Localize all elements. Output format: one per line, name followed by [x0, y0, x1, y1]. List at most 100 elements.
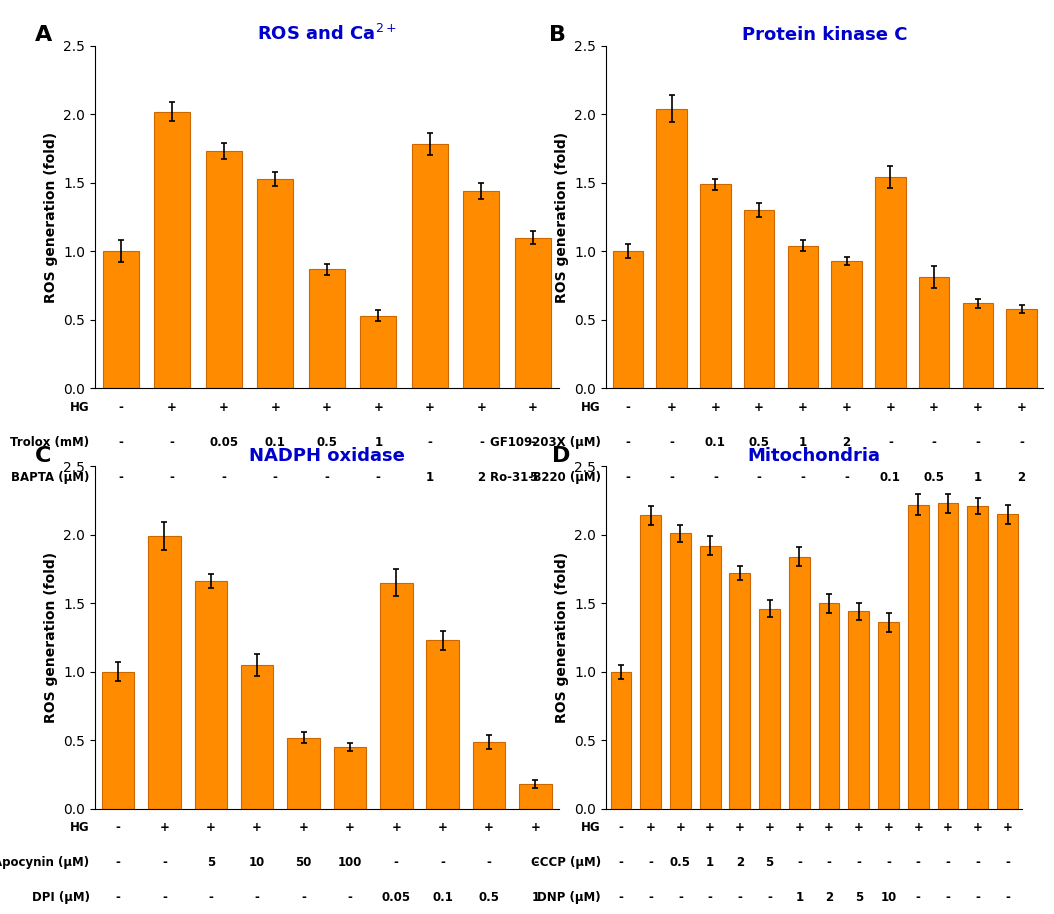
Text: -: - — [1006, 891, 1010, 904]
Bar — [102, 251, 139, 388]
Text: 2: 2 — [736, 856, 744, 869]
Text: +: + — [270, 401, 280, 414]
Text: 2: 2 — [477, 471, 486, 484]
Bar — [520, 784, 551, 809]
Text: +: + — [530, 822, 541, 834]
Text: -: - — [170, 471, 175, 484]
Text: -: - — [619, 822, 623, 834]
Text: -: - — [757, 471, 762, 484]
Text: -: - — [678, 891, 683, 904]
Text: +: + — [646, 822, 656, 834]
Text: HG: HG — [581, 401, 601, 414]
Text: -: - — [118, 471, 123, 484]
Bar — [938, 503, 958, 809]
Text: -: - — [887, 436, 893, 449]
Bar — [744, 210, 775, 388]
Text: -: - — [707, 891, 713, 904]
Bar — [309, 269, 345, 388]
Bar — [759, 609, 780, 809]
Y-axis label: ROS generation (fold): ROS generation (fold) — [554, 132, 569, 303]
Text: -: - — [116, 856, 120, 869]
Text: -: - — [209, 891, 213, 904]
Text: -: - — [932, 436, 937, 449]
Text: -: - — [273, 471, 277, 484]
Text: -: - — [857, 856, 861, 869]
Text: 0.5: 0.5 — [923, 471, 944, 484]
Text: 10: 10 — [880, 891, 897, 904]
Text: 100: 100 — [337, 856, 363, 869]
Bar — [832, 261, 862, 388]
Bar — [1007, 309, 1037, 388]
Text: Trolox (mM): Trolox (mM) — [11, 436, 90, 449]
Title: Protein kinase C: Protein kinase C — [742, 27, 907, 44]
Text: +: + — [943, 822, 953, 834]
Text: -: - — [116, 891, 120, 904]
Bar — [968, 506, 989, 809]
Text: -: - — [376, 471, 380, 484]
Y-axis label: ROS generation (fold): ROS generation (fold) — [43, 132, 58, 303]
Text: -: - — [487, 856, 491, 869]
Text: +: + — [206, 822, 216, 834]
Bar — [640, 515, 661, 809]
Text: -: - — [916, 891, 921, 904]
Text: -: - — [221, 471, 227, 484]
Bar — [657, 109, 687, 388]
Text: 1: 1 — [426, 471, 434, 484]
Text: +: + — [764, 822, 775, 834]
Text: -: - — [162, 856, 167, 869]
Text: +: + — [1017, 401, 1027, 414]
Bar — [700, 185, 730, 388]
Text: -: - — [1019, 436, 1024, 449]
Bar — [610, 672, 631, 809]
Text: +: + — [914, 822, 923, 834]
Text: -: - — [530, 436, 535, 449]
Text: 5: 5 — [207, 856, 215, 869]
Text: +: + — [885, 401, 895, 414]
Text: 0.1: 0.1 — [880, 471, 901, 484]
Text: Apocynin (μM): Apocynin (μM) — [0, 856, 90, 869]
Text: +: + — [484, 822, 494, 834]
Text: -: - — [648, 891, 653, 904]
Text: 0.5: 0.5 — [479, 891, 500, 904]
Text: +: + — [824, 822, 834, 834]
Text: A: A — [35, 26, 52, 45]
Text: -: - — [826, 856, 832, 869]
Text: -: - — [619, 891, 623, 904]
Bar — [412, 144, 448, 388]
Bar — [473, 742, 505, 809]
Text: +: + — [219, 401, 229, 414]
Text: -: - — [619, 856, 623, 869]
Bar — [670, 534, 690, 809]
Text: 5: 5 — [529, 471, 536, 484]
Text: -: - — [669, 471, 675, 484]
Text: DNP (μM): DNP (μM) — [538, 891, 601, 904]
Text: 0.1: 0.1 — [265, 436, 286, 449]
Text: -: - — [441, 856, 445, 869]
Title: Mitochondria: Mitochondria — [747, 447, 881, 464]
Text: HG: HG — [581, 822, 601, 834]
Text: +: + — [321, 401, 332, 414]
Text: 0.1: 0.1 — [705, 436, 726, 449]
Text: -: - — [479, 436, 484, 449]
Text: +: + — [373, 401, 384, 414]
Bar — [907, 505, 929, 809]
Text: +: + — [795, 822, 804, 834]
Text: 0.05: 0.05 — [382, 891, 411, 904]
Text: -: - — [625, 471, 630, 484]
Y-axis label: ROS generation (fold): ROS generation (fold) — [43, 552, 58, 723]
Bar — [195, 581, 227, 809]
Text: +: + — [476, 401, 486, 414]
Text: +: + — [735, 822, 745, 834]
Text: -: - — [844, 471, 850, 484]
Text: -: - — [348, 891, 352, 904]
Bar — [612, 251, 643, 388]
Y-axis label: ROS generation (fold): ROS generation (fold) — [554, 552, 569, 723]
Text: 50: 50 — [295, 856, 312, 869]
Text: +: + — [930, 401, 939, 414]
Text: -: - — [427, 436, 432, 449]
Text: BAPTA (μM): BAPTA (μM) — [12, 471, 90, 484]
Text: +: + — [345, 822, 355, 834]
Text: 1: 1 — [796, 891, 803, 904]
Bar — [997, 514, 1018, 809]
Text: -: - — [669, 436, 675, 449]
